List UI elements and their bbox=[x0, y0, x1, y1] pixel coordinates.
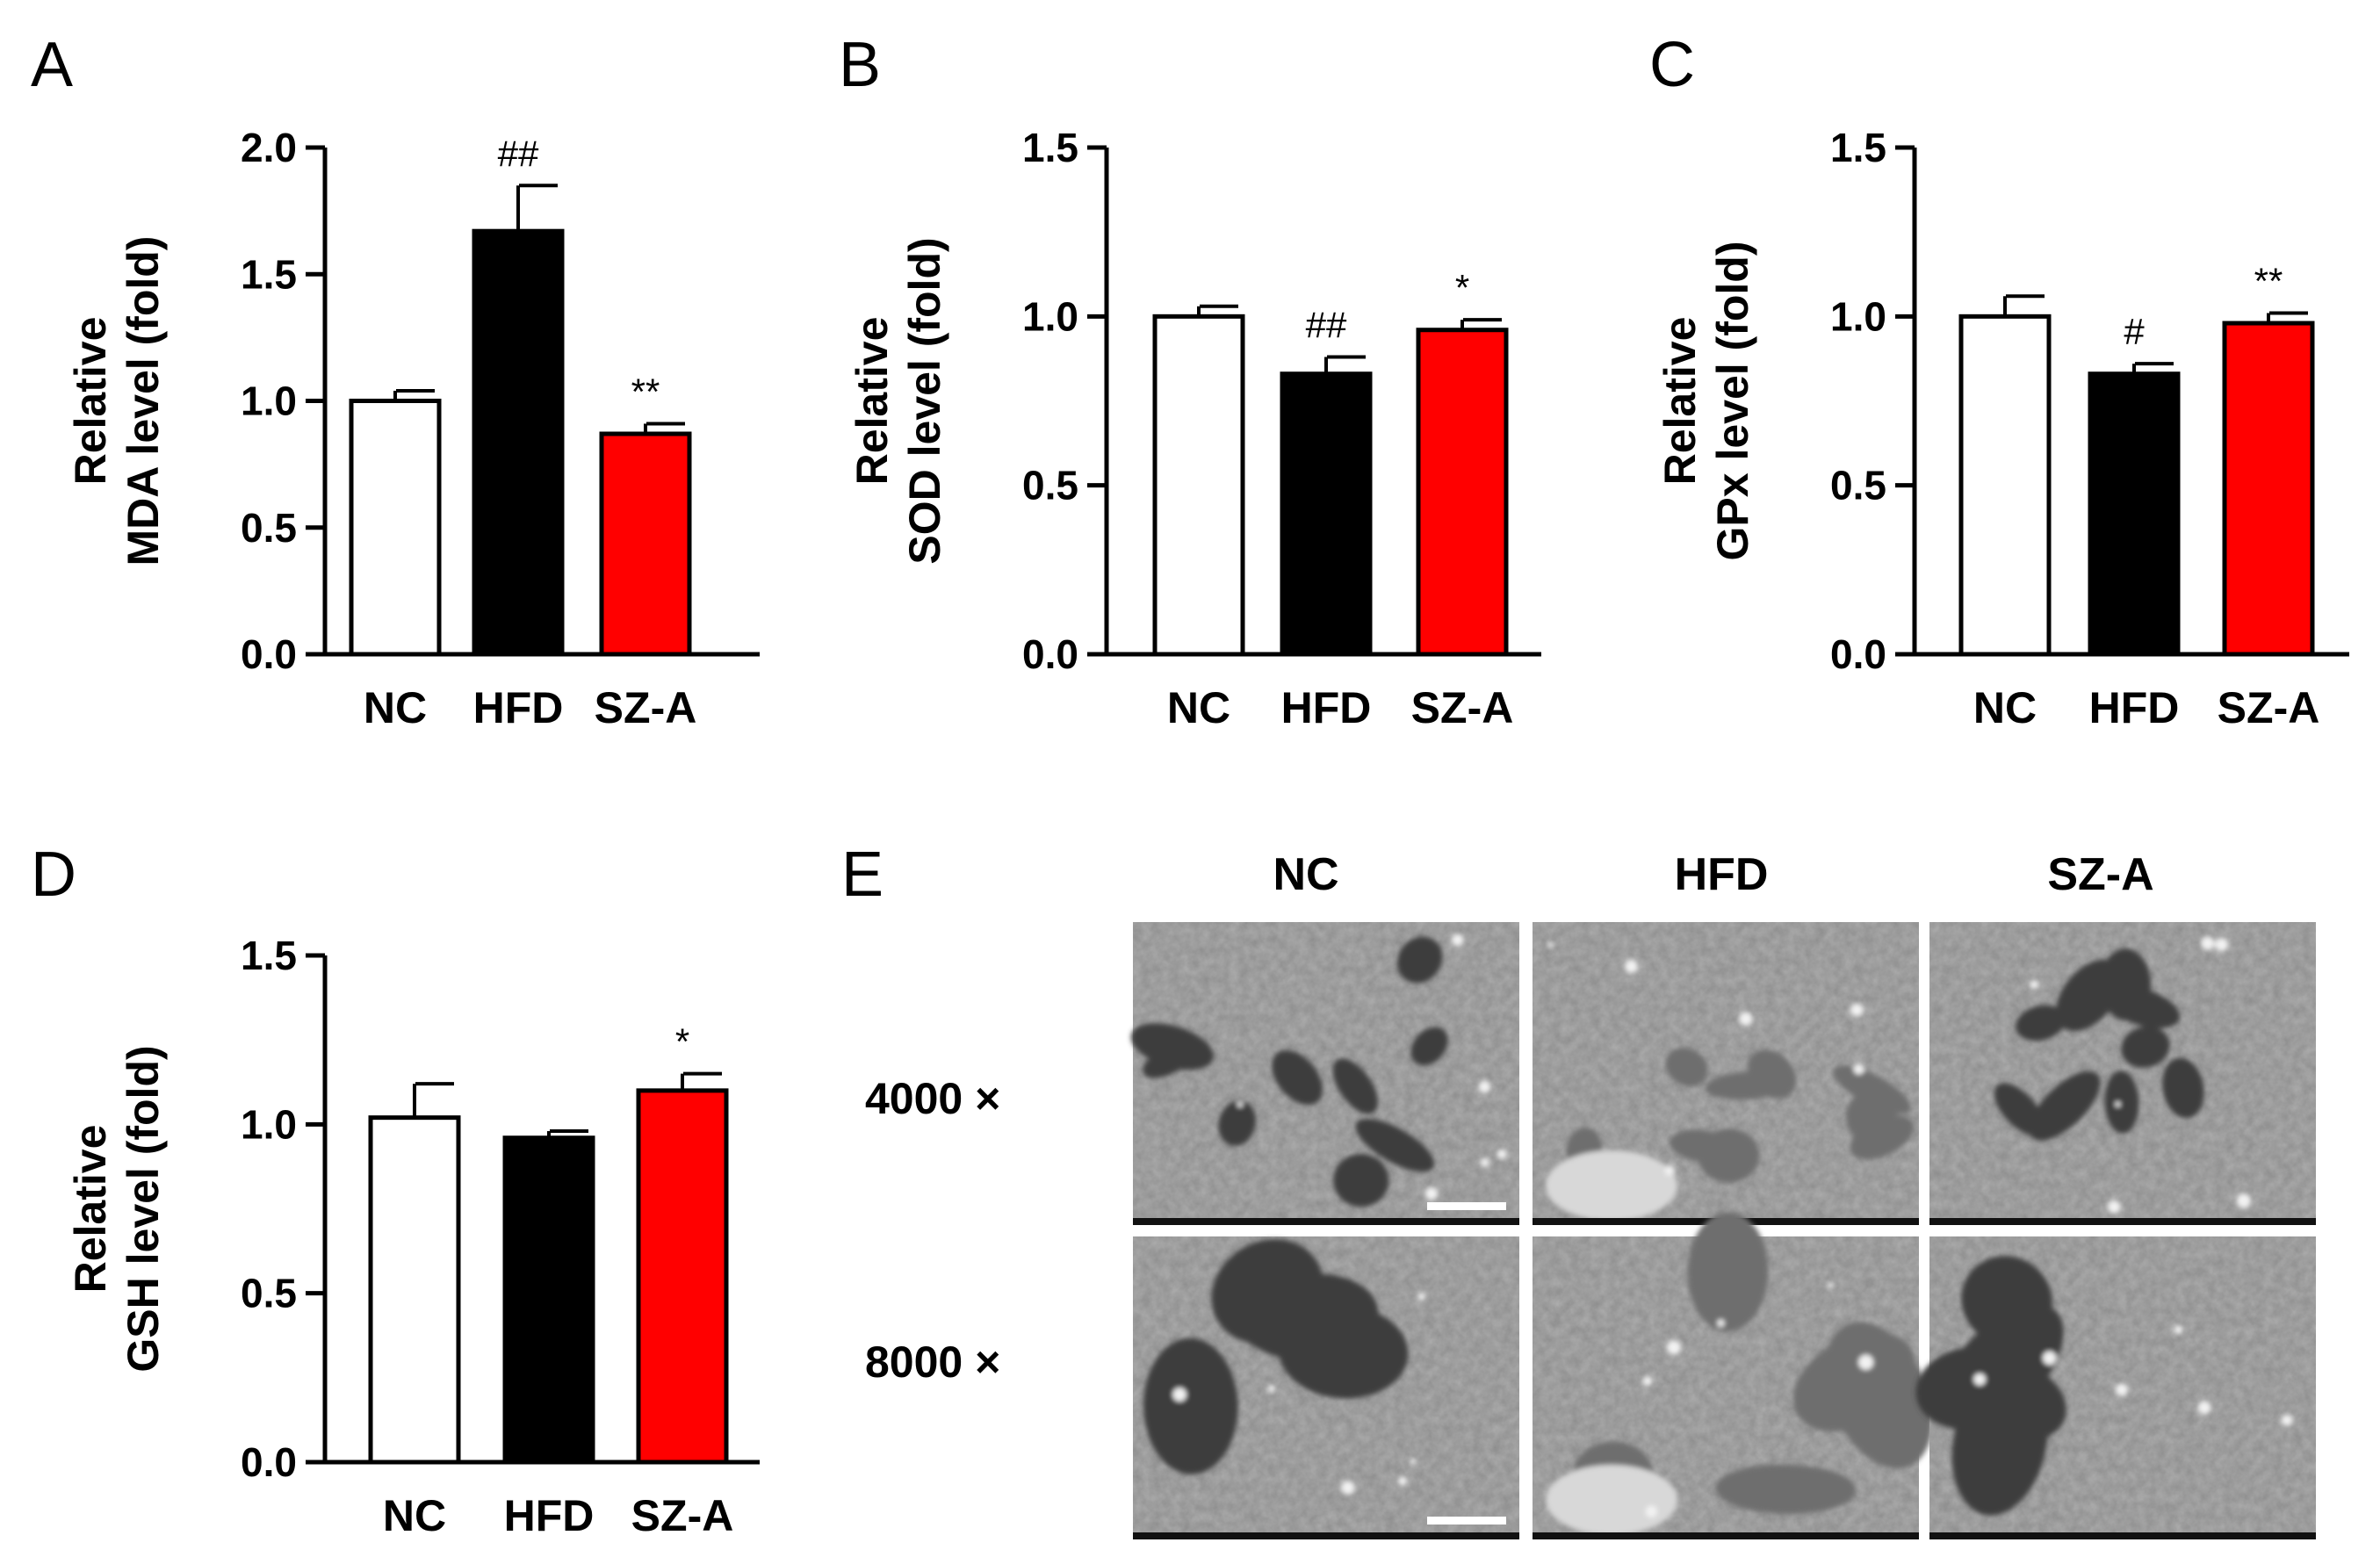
micrograph-hfd-4000x bbox=[1533, 922, 1919, 1225]
micrograph-hfd-8000x bbox=[1533, 1212, 1933, 1539]
panel-letter-d: D bbox=[31, 840, 76, 910]
scale-bar bbox=[1427, 1517, 1506, 1525]
chart-a-y-axis-label: RelativeMDA level (fold) bbox=[66, 236, 168, 566]
chart-a-significance-mark: ## bbox=[498, 133, 539, 174]
chart-c-y-tick-label: 1.5 bbox=[1830, 125, 1886, 170]
panel-letter-a: A bbox=[31, 30, 73, 100]
chart-c-y-tick-label: 0.5 bbox=[1830, 463, 1886, 508]
chart-c-y-tick-label: 1.0 bbox=[1830, 293, 1886, 339]
chart-b-y-tick-label: 0.0 bbox=[1022, 631, 1078, 677]
chart-d: D 0.0 0.5 1.0 1.5 RelativeGSH level (fold) NC… bbox=[31, 840, 760, 1540]
chart-a-bar-sz-a bbox=[599, 431, 692, 657]
micrograph-footer-bar bbox=[1929, 1532, 2316, 1539]
panel-letter-b: B bbox=[839, 30, 881, 100]
chart-b-y-axis-label: RelativeSOD level (fold) bbox=[847, 237, 949, 564]
chart-b-bar-sz-a bbox=[1416, 328, 1509, 657]
chart-c-category-label: NC bbox=[1973, 683, 2037, 732]
chart-d-y-tick-label: 0.5 bbox=[241, 1271, 297, 1316]
chart-b-y-tick-label: 1.5 bbox=[1022, 125, 1078, 170]
chart-d-significance-mark: * bbox=[675, 1021, 689, 1063]
chart-c-significance-mark: # bbox=[2124, 311, 2145, 352]
chart-b-y-tick-label: 1.0 bbox=[1022, 293, 1078, 339]
em-column-header-sz-a: SZ-A bbox=[2047, 849, 2153, 900]
chart-a-bar-hfd bbox=[472, 228, 565, 657]
chart-a-y-tick-label: 2.0 bbox=[241, 125, 297, 170]
chart-d-y-axis-label: RelativeGSH level (fold) bbox=[66, 1045, 168, 1372]
chart-b-bar-nc bbox=[1152, 314, 1245, 657]
chart-d-category-label: NC bbox=[383, 1491, 446, 1540]
chart-a-category-label: HFD bbox=[473, 683, 564, 732]
chart-a-bar-nc bbox=[349, 399, 442, 657]
chart-a-category-label: SZ-A bbox=[595, 683, 697, 732]
micrograph-footer-bar bbox=[1133, 1218, 1519, 1225]
chart-c-category-label: HFD bbox=[2089, 683, 2180, 732]
chart-d-category-label: SZ-A bbox=[631, 1491, 734, 1540]
chart-b-significance-mark: * bbox=[1455, 267, 1469, 308]
chart-a: A 0.0 0.5 1.0 1.5 2.0 RelativeMDA level (fold… bbox=[31, 30, 760, 732]
scale-bar bbox=[1427, 1202, 1506, 1210]
panel-letter-e: E bbox=[841, 840, 883, 910]
chart-b-significance-mark: ## bbox=[1306, 304, 1347, 345]
micrograph-sz-a-4000x bbox=[1929, 922, 2316, 1225]
chart-d-bar-hfd bbox=[502, 1135, 595, 1465]
chart-b-category-label: HFD bbox=[1281, 683, 1372, 732]
chart-a-y-tick-label: 0.0 bbox=[241, 631, 297, 677]
chart-c-bar-sz-a bbox=[2222, 321, 2315, 657]
chart-d-y-tick-label: 0.0 bbox=[241, 1439, 297, 1485]
chart-a-y-tick-label: 1.5 bbox=[241, 251, 297, 297]
micrograph-nc-8000x bbox=[1133, 1236, 1519, 1539]
chart-b-category-label: NC bbox=[1167, 683, 1230, 732]
chart-c-significance-mark: ** bbox=[2254, 260, 2283, 301]
chart-b: B 0.0 0.5 1.0 1.5 RelativeSOD level (fold) NC… bbox=[839, 30, 1541, 732]
micrograph-footer-bar bbox=[1929, 1218, 2316, 1225]
chart-b-y-tick-label: 0.5 bbox=[1022, 463, 1078, 508]
micrograph-sz-a-8000x bbox=[1915, 1236, 2316, 1539]
chart-b-category-label: SZ-A bbox=[1411, 683, 1514, 732]
em-column-header-hfd: HFD bbox=[1675, 849, 1769, 900]
chart-a-significance-mark: ** bbox=[631, 371, 660, 412]
panel-letter-c: C bbox=[1649, 30, 1695, 100]
chart-c-y-axis-label: RelativeGPx level (fold) bbox=[1655, 241, 1757, 561]
chart-c-y-tick-label: 0.0 bbox=[1830, 631, 1886, 677]
chart-c-bar-hfd bbox=[2088, 371, 2181, 657]
micrograph-nc-4000x bbox=[1130, 922, 1519, 1225]
em-row-label-8000x: 8000 × bbox=[865, 1337, 1000, 1387]
chart-a-category-label: NC bbox=[364, 683, 427, 732]
em-row-label-4000x: 4000 × bbox=[865, 1074, 1000, 1123]
chart-b-bar-hfd bbox=[1280, 371, 1373, 657]
micrograph-footer-bar bbox=[1133, 1532, 1519, 1539]
micrograph-footer-bar bbox=[1533, 1532, 1919, 1539]
chart-c: C 0.0 0.5 1.0 1.5 RelativeGPx level (fold) NC… bbox=[1649, 30, 2349, 732]
chart-d-y-tick-label: 1.5 bbox=[241, 933, 297, 978]
chart-d-bar-sz-a bbox=[636, 1088, 729, 1465]
em-column-header-nc: NC bbox=[1273, 849, 1338, 900]
chart-a-y-tick-label: 1.0 bbox=[241, 378, 297, 424]
chart-c-category-label: SZ-A bbox=[2218, 683, 2320, 732]
micrograph-panel-e: E NC HFD SZ-A 4000 × 8000 × bbox=[841, 840, 2316, 1539]
chart-d-category-label: HFD bbox=[504, 1491, 595, 1540]
micrograph-grid bbox=[1130, 922, 2316, 1539]
chart-c-bar-nc bbox=[1958, 314, 2052, 657]
chart-a-y-tick-label: 0.5 bbox=[241, 505, 297, 551]
chart-d-bar-nc bbox=[368, 1115, 461, 1465]
chart-d-y-tick-label: 1.0 bbox=[241, 1101, 297, 1147]
